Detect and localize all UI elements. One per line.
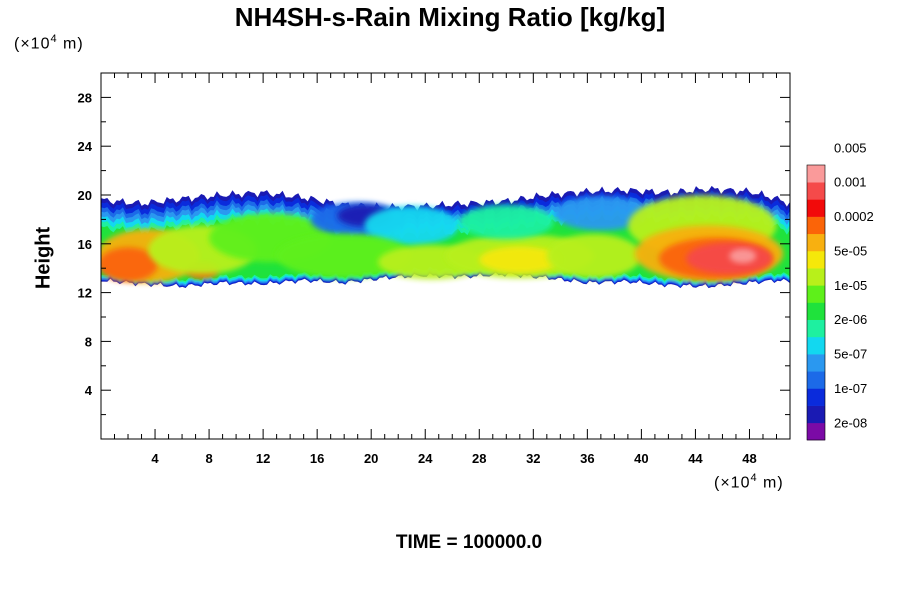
x-tick-label: 12	[256, 451, 270, 466]
colorbar-label: 5e-05	[834, 243, 867, 258]
x-tick-label: 48	[742, 451, 756, 466]
colorbar-swatch	[807, 165, 825, 183]
colorbar-swatch	[807, 216, 825, 235]
y-tick-label: 28	[78, 90, 92, 105]
colorbar-swatch	[807, 371, 825, 389]
colorbar-swatch	[807, 302, 825, 320]
colorbar-swatch	[807, 422, 825, 441]
colorbar-label: 5e-07	[834, 347, 867, 362]
y-tick-label: 4	[85, 383, 93, 398]
field-blob-19	[729, 248, 757, 264]
colorbar-label: 2e-08	[834, 415, 867, 430]
y-tick-label: 16	[78, 237, 92, 252]
colorbar-label: 2e-06	[834, 312, 867, 327]
y-tick-label: 12	[78, 286, 92, 301]
colorbar-swatch	[807, 250, 825, 269]
colorbar-swatch	[807, 233, 825, 252]
colorbar-swatch	[807, 354, 825, 372]
colorbar-swatch	[807, 199, 825, 217]
x-tick-label: 8	[205, 451, 212, 466]
field-blob-7	[364, 206, 460, 245]
field-blob-1	[101, 247, 158, 282]
colorbar-swatch	[807, 285, 825, 303]
colorbar-swatch	[807, 182, 825, 200]
x-axis-unit: (×104 m)	[714, 472, 784, 492]
y-tick-label: 24	[78, 139, 93, 154]
x-tick-label: 40	[634, 451, 648, 466]
x-tick-label: 36	[580, 451, 594, 466]
colorbar-label: 0.005	[834, 140, 867, 155]
x-tick-label: 16	[310, 451, 324, 466]
y-tick-label: 8	[85, 334, 92, 349]
colorbar-label: 1e-07	[834, 381, 867, 396]
colorbar-swatch	[807, 319, 825, 338]
field-blob-8	[276, 234, 412, 278]
x-tick-label: 24	[418, 451, 433, 466]
field-blob-14	[546, 234, 642, 278]
field-blob-12	[459, 204, 554, 239]
colorbar: 2e-08 1e-07 5e-07 2e-06 1e-05 5e-05 0.0002 0.00…	[806, 140, 874, 441]
field-blob-13	[553, 196, 649, 231]
x-tick-label: 32	[526, 451, 540, 466]
colorbar-frame	[806, 164, 826, 441]
x-tick-label: 20	[364, 451, 378, 466]
y-tick-label: 20	[78, 188, 92, 203]
y-axis-unit: (×104 m)	[14, 33, 84, 53]
time-label: TIME = 100000.0	[395, 532, 543, 553]
colorbar-swatch	[807, 405, 825, 424]
colorbar-swatch	[807, 268, 825, 286]
plot-frame	[100, 72, 791, 440]
field-blob-11	[479, 246, 561, 274]
colorbar-swatch	[807, 336, 825, 355]
colorbar-swatch	[807, 388, 825, 406]
x-tick-label: 4	[151, 451, 159, 466]
x-tick-label: 28	[472, 451, 486, 466]
field-blob-18	[686, 242, 773, 275]
chart-title: NH4SH-s-Rain Mixing Ratio [kg/kg]	[234, 2, 666, 32]
x-tick-label: 44	[688, 451, 703, 466]
plot-area	[101, 185, 790, 289]
x-axis: 4 8 12 16 20 24 28 32 36 40 44 48	[114, 73, 777, 466]
y-axis: 4 8 12 16 20 24 28	[78, 90, 790, 416]
colorbar-label: 1e-05	[834, 278, 867, 293]
colorbar-label: 0.001	[834, 175, 867, 190]
colorbar-label: 0.0002	[834, 209, 874, 224]
